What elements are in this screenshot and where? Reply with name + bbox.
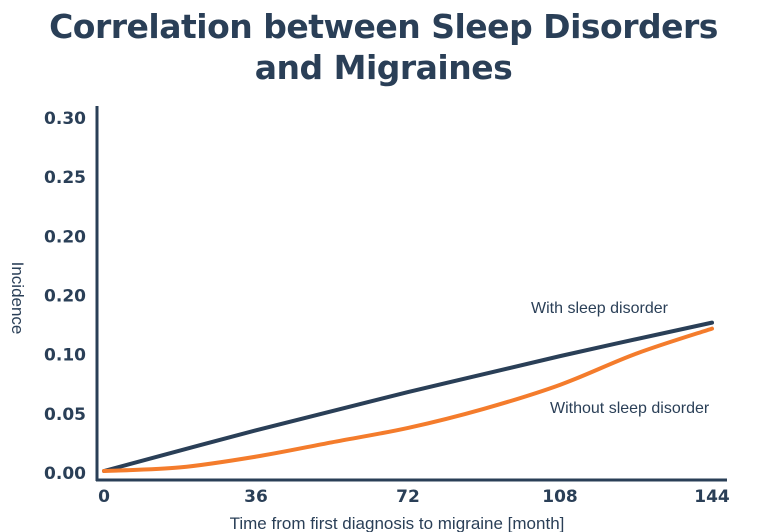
y-tick-label: 0.30 (44, 109, 86, 129)
x-axis-title: Time from first diagnosis to migraine [m… (230, 514, 565, 532)
chart-title-line-1: Correlation between Sleep Disorders (49, 7, 718, 46)
series-label-without-sleep-disorder: Without sleep disorder (550, 400, 710, 417)
y-tick-label: 0.20 (44, 287, 86, 307)
series-line-without-sleep-disorder (102, 326, 714, 473)
y-tick-label: 0.20 (44, 227, 86, 247)
y-axis-title: Incidence (8, 262, 27, 335)
y-tick-label: 0.00 (44, 464, 86, 484)
y-tick-label: 0.25 (44, 168, 86, 188)
y-tick-label: 0.05 (44, 405, 86, 425)
x-tick-label: 0 (98, 487, 110, 507)
y-tick-labels: 0.00 0.05 0.10 0.20 0.20 0.25 0.30 (44, 109, 86, 484)
x-tick-label: 36 (244, 487, 268, 507)
series-label-with-sleep-disorder: With sleep disorder (531, 300, 669, 317)
y-tick-label: 0.10 (44, 346, 86, 366)
x-tick-label: 72 (396, 487, 420, 507)
x-tick-label: 108 (542, 487, 578, 507)
chart-title-line-2: and Migraines (254, 48, 513, 87)
x-tick-labels: 0 36 72 108 144 (98, 487, 730, 507)
series-line-with-sleep-disorder (102, 320, 714, 473)
chart-title: Correlation between Sleep Disorders and … (0, 6, 767, 88)
x-tick-label: 144 (694, 487, 730, 507)
series-lines (102, 320, 714, 473)
